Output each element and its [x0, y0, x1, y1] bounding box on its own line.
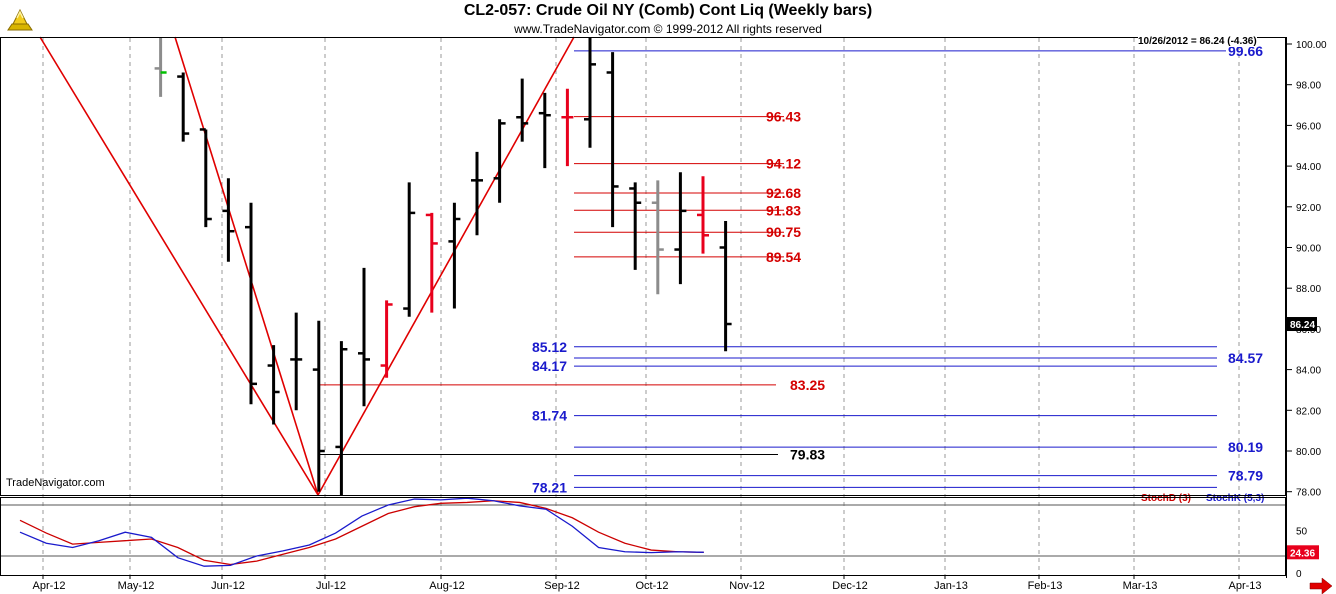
level-label: 84.57: [1228, 350, 1263, 366]
level-label: 92.68: [766, 185, 801, 201]
ohlc-bar: [629, 182, 642, 270]
y-tick-label: 92.00: [1296, 203, 1321, 214]
ohlc-bar: [358, 267, 370, 407]
y-tick-label: 98.00: [1296, 81, 1321, 92]
x-tick-label: Nov-12: [729, 580, 764, 592]
ohlc-bar: [516, 78, 529, 142]
level-label: 80.19: [1228, 439, 1263, 455]
ohlc-bar: [312, 320, 325, 492]
level-label: 83.25: [790, 377, 825, 393]
level-label: 84.17: [532, 358, 567, 374]
ohlc-bar: [448, 202, 461, 309]
level-label: 81.74: [532, 408, 567, 424]
level-label: 91.83: [766, 202, 801, 218]
level-label: 78.79: [1228, 468, 1263, 484]
level-label: 90.75: [766, 224, 801, 240]
stoch-legend-label: StochD (3): [1141, 493, 1191, 504]
stoch-legend-label: StochK (5,3): [1206, 493, 1264, 504]
scroll-right-arrow-icon[interactable]: [1309, 577, 1333, 594]
y-tick-label: 84.00: [1296, 366, 1321, 377]
last-price-tag: [1287, 317, 1317, 332]
level-label: 79.83: [790, 446, 825, 462]
ohlc-bar: [651, 180, 664, 295]
ohlc-bar: [199, 128, 212, 228]
trendline: [317, 36, 575, 496]
level-label: 94.12: [766, 156, 801, 172]
level-label: 89.54: [766, 249, 801, 265]
price-panel-frame: [0, 37, 1286, 496]
x-tick-label: Aug-12: [429, 580, 464, 592]
trendline: [39, 36, 319, 496]
level-label: 96.43: [766, 109, 801, 125]
ohlc-bar: [719, 221, 732, 352]
level-label: 78.21: [532, 479, 567, 495]
ohlc-bar: [606, 52, 619, 228]
x-tick-label: Jul-12: [316, 580, 346, 592]
ohlc-bar: [471, 151, 483, 236]
ohlc-bar: [584, 37, 596, 148]
ohlc-bar: [245, 202, 257, 405]
title-bar: CL2-057: Crude Oil NY (Comb) Cont Liq (W…: [0, 0, 1336, 38]
y-tick-label: 100.00: [1296, 40, 1327, 51]
copyright-text: www.TradeNavigator.com © 1999-2012 All r…: [514, 22, 822, 36]
ohlc-bar: [561, 88, 574, 167]
x-tick-label: Mar-13: [1123, 580, 1158, 592]
y-tick-label: 94.00: [1296, 162, 1321, 173]
stoch-last-value-tag: [1287, 545, 1319, 560]
ohlc-bar: [493, 119, 506, 203]
trade-navigator-logo-icon: [7, 8, 33, 31]
ohlc-bar: [538, 92, 551, 169]
x-tick-label: Jun-12: [211, 580, 245, 592]
level-label: 85.12: [532, 339, 567, 355]
ohlc-bar: [267, 345, 280, 425]
ohlc-bar: [403, 182, 416, 317]
x-tick-label: Apr-12: [32, 580, 65, 592]
ohlc-bar: [425, 212, 438, 313]
x-tick-label: Apr-13: [1228, 580, 1261, 592]
y-tick-label: 80.00: [1296, 447, 1321, 458]
y-tick-label: 96.00: [1296, 121, 1321, 132]
last-value-readout: 10/26/2012 = 86.24 (-4.36): [1138, 36, 1257, 47]
x-tick-label: Sep-12: [544, 580, 579, 592]
last-price-label: 86.24: [1290, 320, 1315, 331]
x-tick-label: Dec-12: [832, 580, 867, 592]
y-tick-label: 88.00: [1296, 284, 1321, 295]
stoch-y-tick-label: 50: [1296, 527, 1308, 538]
x-tick-label: Oct-12: [635, 580, 668, 592]
stoch-y-tick-label: 0: [1296, 569, 1302, 580]
stoch-last-value-label: 24.36: [1290, 548, 1315, 559]
ohlc-bar: [697, 176, 709, 254]
ohlc-bar: [335, 341, 348, 495]
ohlc-bar: [177, 72, 190, 142]
x-tick-label: Jan-13: [934, 580, 968, 592]
y-tick-label: 90.00: [1296, 244, 1321, 255]
x-tick-label: May-12: [118, 580, 155, 592]
trendline: [174, 36, 319, 496]
ohlc-bar: [222, 178, 235, 262]
y-tick-label: 78.00: [1296, 488, 1321, 499]
stoch-series-line: [19, 497, 704, 567]
y-tick-label: 82.00: [1296, 406, 1321, 417]
ohlc-bar: [674, 172, 687, 285]
stoch-panel-frame: [0, 497, 1286, 576]
ohlc-bar: [380, 300, 393, 378]
stoch-series-line: [19, 500, 704, 566]
watermark-text: TradeNavigator.com: [6, 477, 105, 489]
x-tick-label: Feb-13: [1028, 580, 1063, 592]
ohlc-bar: [154, 37, 167, 97]
chart-title: CL2-057: Crude Oil NY (Comb) Cont Liq (W…: [463, 2, 873, 19]
ohlc-bar: [290, 312, 303, 411]
